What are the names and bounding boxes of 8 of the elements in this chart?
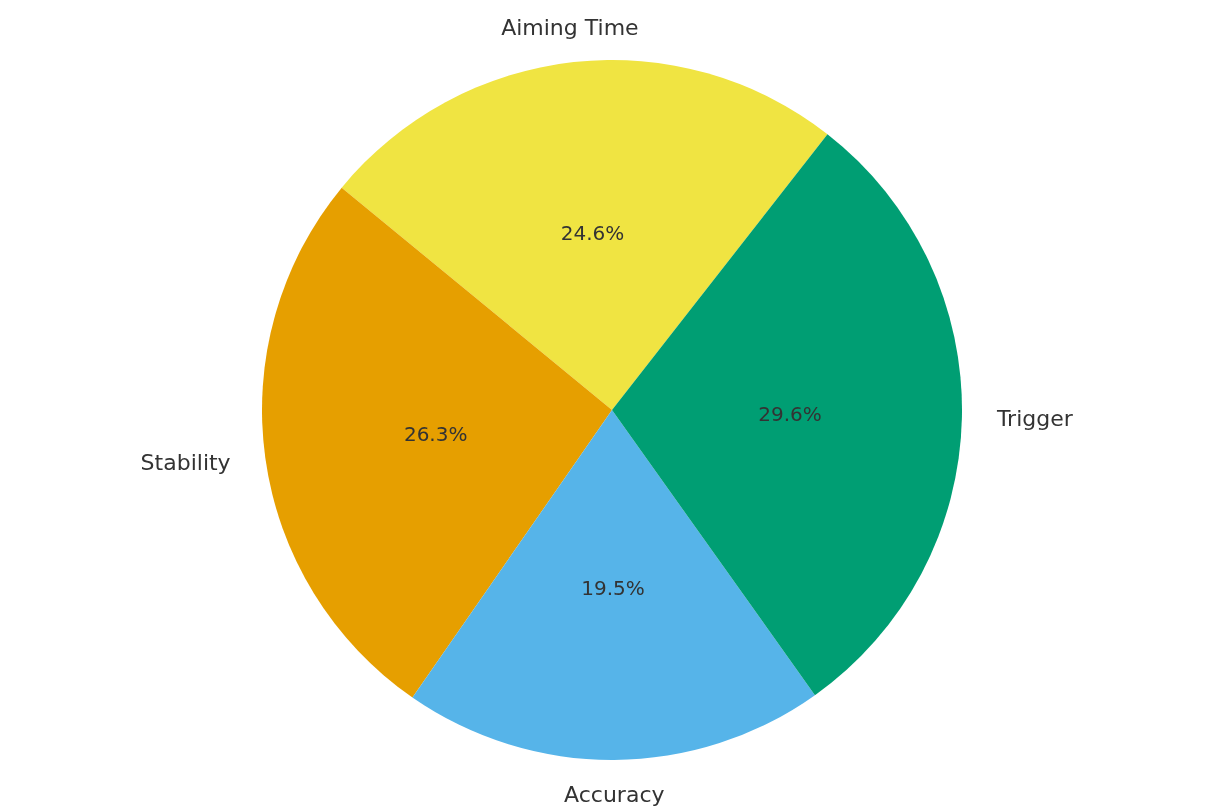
slice-label: Accuracy [564, 782, 665, 808]
data-label: 24.6% [560, 221, 625, 246]
data-label: 19.5% [581, 576, 645, 600]
slice-label: Aiming Time [501, 14, 639, 40]
slice-label: Trigger [995, 406, 1074, 432]
data-label: 29.6% [758, 401, 822, 426]
data-label: 26.3% [403, 422, 468, 447]
slice-label: Stability [140, 450, 231, 476]
